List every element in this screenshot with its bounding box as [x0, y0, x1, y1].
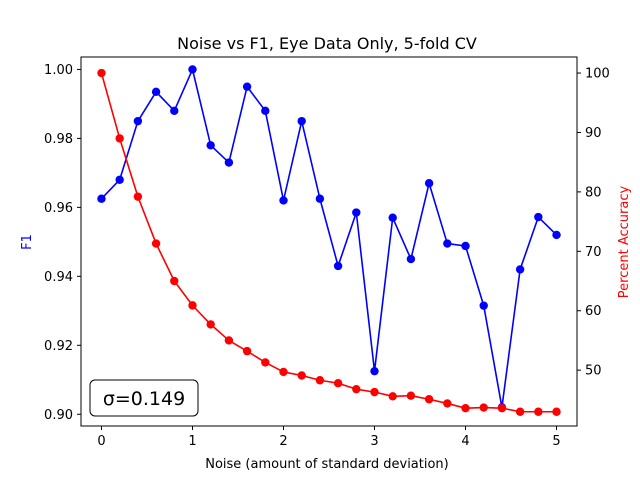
accuracy-point: [388, 392, 397, 401]
x-tick-label: 1: [188, 434, 196, 449]
accuracy-point: [206, 320, 215, 329]
chart-title: Noise vs F1, Eye Data Only, 5-fold CV: [177, 34, 477, 53]
y-tick-label: 0.94: [44, 270, 73, 285]
y-tick-label: 0.90: [44, 408, 73, 423]
plot-area: [97, 65, 561, 416]
accuracy-point: [261, 358, 270, 367]
accuracy-point: [406, 391, 416, 400]
accuracy-point: [279, 367, 288, 377]
y-axis-label-left: F1: [20, 234, 35, 250]
y2-tick-label: 60: [585, 304, 602, 319]
accuracy-point: [115, 134, 124, 143]
f1-point: [97, 194, 106, 203]
f1-point: [406, 254, 416, 264]
f1-point: [297, 116, 306, 126]
f1-point: [224, 158, 234, 167]
x-tick-label: 3: [370, 434, 378, 449]
f1-point: [333, 261, 343, 271]
f1-point: [534, 212, 543, 222]
f1-point: [479, 301, 488, 310]
accuracy-point: [224, 336, 234, 345]
f1-point: [515, 265, 525, 274]
x-tick-label: 4: [461, 434, 469, 449]
x-tick-label: 2: [279, 434, 287, 449]
sigma-annotation: σ=0.149: [103, 388, 185, 410]
f1-point: [115, 175, 124, 184]
accuracy-point: [515, 407, 525, 416]
f1-point: [315, 194, 325, 203]
accuracy-point: [297, 371, 306, 380]
axes: 0 1 2 3 4 5 0.90 0.92 0.94 0.96 0.98 1.00 50 60 70 80 90…: [44, 63, 610, 449]
f1-point: [552, 230, 561, 240]
f1-point: [261, 106, 270, 115]
plot-frame: [80, 56, 578, 427]
y-tick-label: 0.92: [44, 339, 73, 354]
y2-tick-label: 100: [585, 67, 610, 82]
y2-tick-label: 70: [585, 245, 602, 260]
f1-point: [242, 82, 252, 91]
accuracy-point: [461, 403, 470, 413]
f1-point: [151, 87, 161, 97]
accuracy-point: [133, 192, 143, 201]
y2-tick-label: 80: [585, 185, 602, 200]
y-tick-label: 1.00: [44, 63, 73, 78]
sigma-annotation-box: σ=0.149: [89, 379, 199, 417]
f1-point: [370, 366, 379, 376]
f1-point: [133, 116, 143, 126]
accuracy-point: [424, 395, 434, 404]
accuracy-point: [333, 379, 343, 388]
x-tick-label: 5: [552, 434, 560, 449]
x-axis-label: Noise (amount of standard deviation): [205, 457, 449, 472]
f1-point: [188, 65, 197, 74]
accuracy-point: [170, 276, 179, 286]
accuracy-point: [370, 387, 379, 397]
f1-point: [352, 208, 361, 217]
accuracy-point: [479, 403, 488, 412]
f1-point: [388, 213, 397, 222]
accuracy-point: [534, 407, 543, 416]
f1-point: [461, 241, 470, 251]
accuracy-point: [443, 399, 452, 408]
accuracy-point: [97, 68, 106, 78]
accuracy-point: [242, 346, 252, 356]
y2-tick-label: 90: [585, 126, 602, 141]
accuracy-series-line: [100, 72, 557, 413]
accuracy-point: [188, 301, 197, 310]
y-tick-label: 0.96: [44, 201, 73, 216]
f1-point: [170, 106, 179, 115]
f1-point: [424, 179, 434, 188]
y-axis-label-right: Percent Accuracy: [617, 185, 632, 298]
f1-point: [443, 239, 452, 248]
accuracy-point: [151, 239, 161, 248]
accuracy-point: [552, 407, 561, 416]
f1-point: [206, 141, 215, 150]
y2-tick-label: 50: [585, 364, 602, 379]
accuracy-point: [315, 376, 325, 385]
y-tick-label: 0.98: [44, 132, 73, 147]
f1-series-line: [100, 68, 558, 409]
accuracy-point: [497, 403, 507, 413]
f1-point: [279, 196, 288, 205]
accuracy-point: [352, 384, 361, 394]
x-tick-label: 0: [97, 434, 105, 449]
